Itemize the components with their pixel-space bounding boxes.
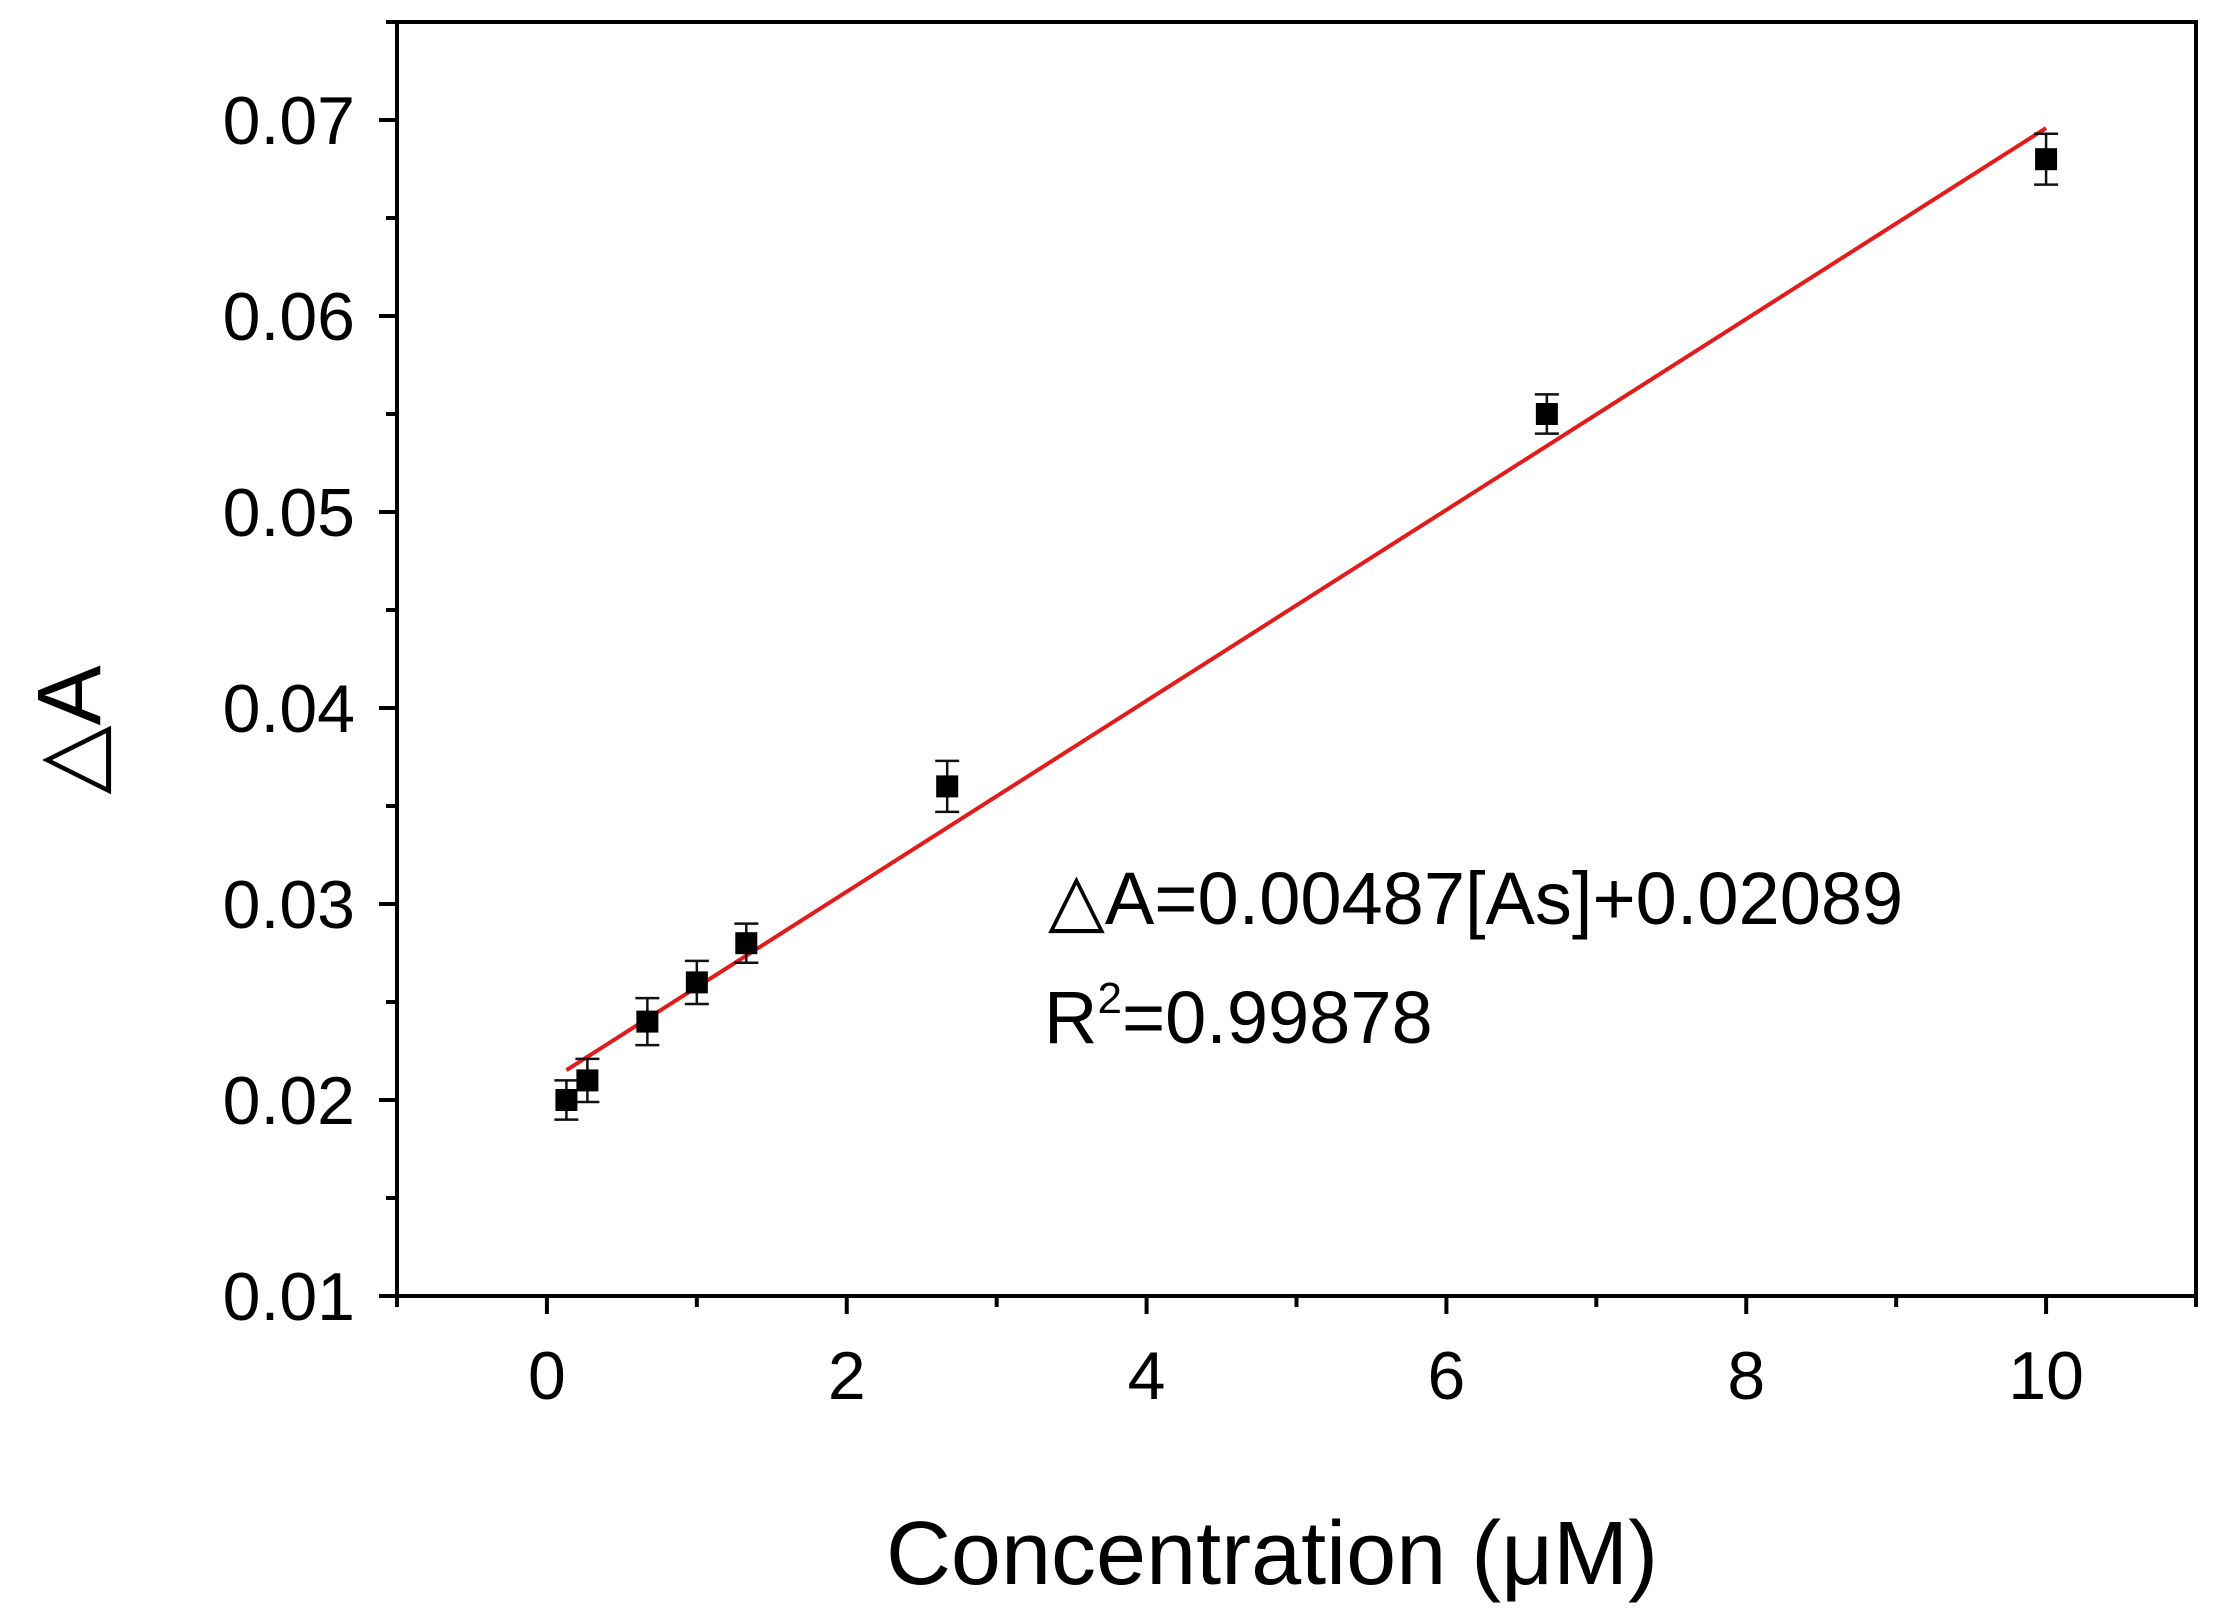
data-point [735, 932, 758, 955]
x-tick-label: 10 [2008, 1338, 2084, 1414]
r-squared: R2=0.99878 [1044, 974, 1433, 1059]
fit-equation: △A=0.00487[As]+0.02089 [1048, 857, 1903, 940]
data-point [555, 1089, 578, 1111]
fit-line [565, 126, 2048, 1072]
x-tick-label: 4 [1128, 1338, 1166, 1414]
data-point [685, 971, 708, 994]
y-tick-label: 0.03 [223, 867, 355, 943]
r-squared-sup: 2 [1097, 974, 1121, 1023]
y-tick-label: 0.01 [223, 1259, 355, 1335]
x-tick-label: 6 [1428, 1338, 1466, 1414]
data-point [2035, 148, 2058, 171]
y-axis-title: △A [20, 665, 120, 794]
data-point [636, 1010, 659, 1033]
data-points-group [554, 132, 2059, 1121]
x-tick-label: 2 [828, 1338, 866, 1414]
x-tick-label: 0 [528, 1338, 566, 1414]
x-axis-title: Concentration (μM) [886, 1504, 1658, 1604]
r-squared-prefix: R [1044, 976, 1097, 1059]
data-point [1535, 403, 1558, 425]
y-tick-label: 0.07 [223, 83, 355, 159]
y-tick-label: 0.06 [223, 279, 355, 355]
y-tick-label: 0.05 [223, 475, 355, 551]
data-point [936, 775, 959, 798]
y-tick-label: 0.02 [223, 1063, 355, 1139]
x-tick-label: 8 [1727, 1338, 1765, 1414]
y-axis: 0.01 0.02 0.03 0.04 0.05 0.06 0.07 [223, 20, 397, 1335]
data-point [576, 1069, 599, 1092]
fit-line-group [565, 126, 2048, 1072]
r-squared-value: =0.99878 [1122, 976, 1433, 1059]
x-axis: 0 2 4 6 8 10 [395, 1296, 2198, 1414]
y-tick-label: 0.04 [223, 671, 355, 747]
